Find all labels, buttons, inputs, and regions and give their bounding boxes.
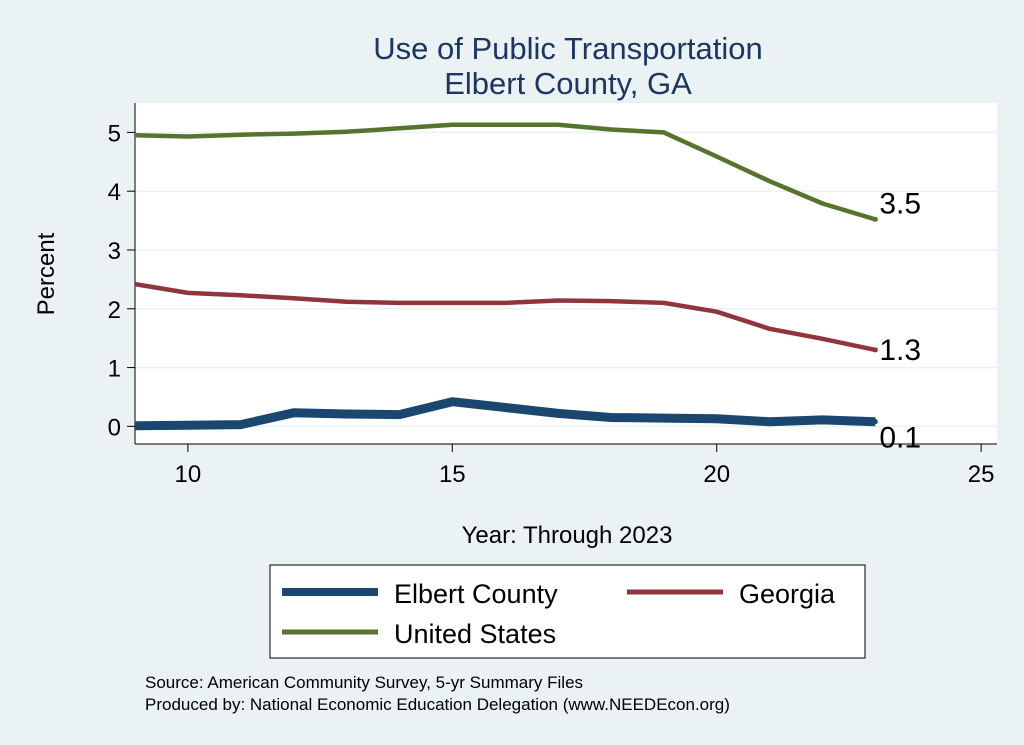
x-tick-label: 25 xyxy=(968,461,995,488)
series-line-georgia xyxy=(134,281,876,353)
legend-label-georgia: Georgia xyxy=(739,579,836,609)
legend-label-elbert-county: Elbert County xyxy=(394,579,558,609)
y-tick-label: 4 xyxy=(108,179,121,206)
y-axis: 0 1 2 3 4 5 xyxy=(108,103,136,444)
legend: Elbert County Georgia United States xyxy=(269,564,866,659)
series-end-marker-georgia xyxy=(872,347,878,353)
plot-area xyxy=(135,103,997,444)
end-label-united-states: 3.5 xyxy=(879,187,921,220)
series-end-marker-united-states xyxy=(872,216,878,222)
x-tick-label: 10 xyxy=(175,461,202,488)
end-labels: 0.1 1.3 3.5 xyxy=(879,187,921,454)
y-tick-label: 2 xyxy=(108,297,121,324)
y-tick-label: 3 xyxy=(108,238,121,265)
series-lines xyxy=(134,122,878,431)
x-tick-label: 15 xyxy=(439,461,466,488)
y-tick-label: 5 xyxy=(108,120,121,147)
y-tick-label: 1 xyxy=(108,356,121,383)
end-label-georgia: 1.3 xyxy=(879,334,921,367)
chart-title-line-2: Elbert County, GA xyxy=(444,66,692,101)
series-line-elbert-county xyxy=(134,397,876,431)
x-axis-title: Year: Through 2023 xyxy=(462,522,673,549)
legend-box xyxy=(269,564,866,659)
end-label-elbert-county: 0.1 xyxy=(879,422,921,455)
y-tick-label: 0 xyxy=(108,414,121,441)
series-line-united-states xyxy=(134,122,877,222)
produced-by-note: Produced by: National Economic Education… xyxy=(145,695,730,714)
legend-label-united-states: United States xyxy=(394,619,556,649)
x-tick-label: 20 xyxy=(703,461,730,488)
source-note: Source: American Community Survey, 5-yr … xyxy=(145,673,583,692)
series-end-marker-elbert-county xyxy=(872,419,878,425)
y-axis-title: Percent xyxy=(33,232,60,315)
chart-title-line-1: Use of Public Transportation xyxy=(373,31,762,66)
x-axis: 10 15 20 25 xyxy=(135,443,997,488)
